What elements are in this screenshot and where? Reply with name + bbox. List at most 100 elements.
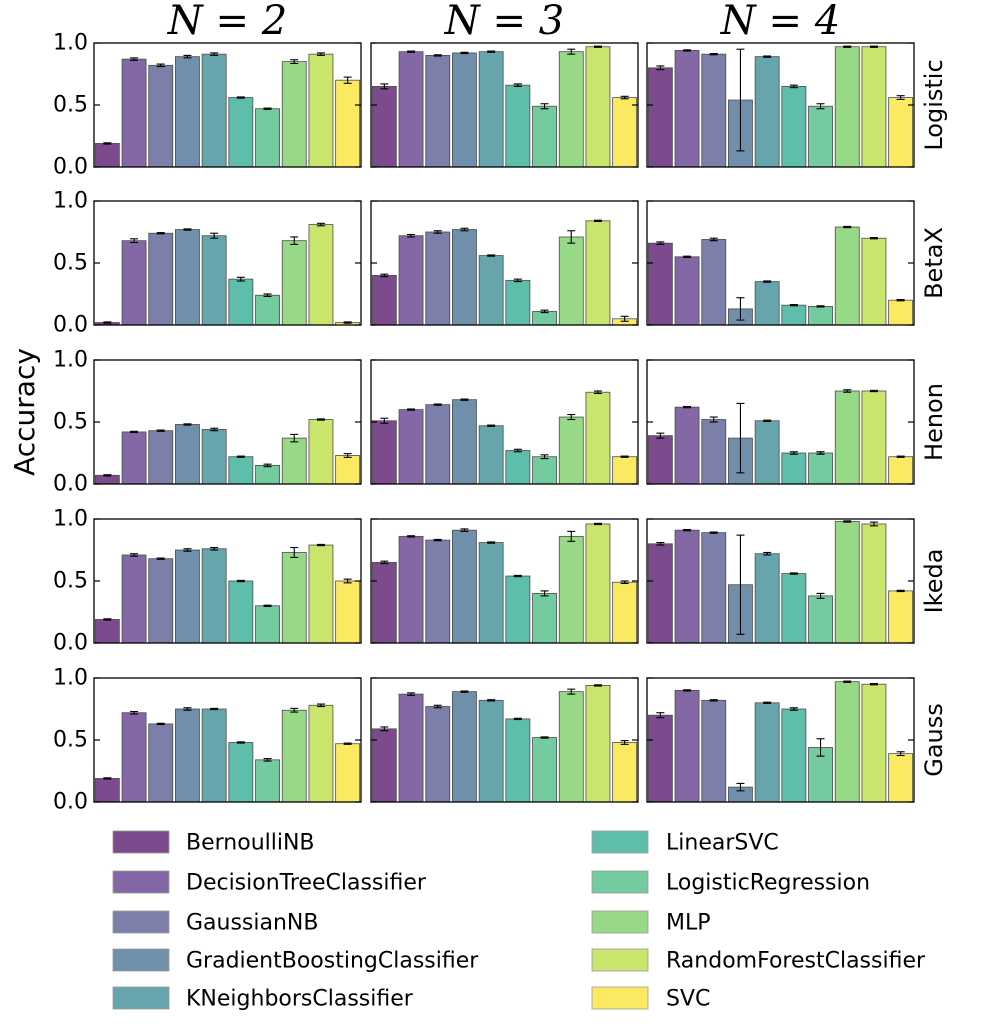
error-bar-logistic-n-3-kneighborsclassifier: [487, 50, 496, 53]
bar-ikeda-n-4-gaussiannb: [701, 532, 727, 644]
bar-ikeda-n-2-linearsvc: [228, 580, 254, 644]
bar-betax-n-4-logisticregression: [808, 305, 833, 326]
bar-ikeda-n-3-decisiontreeclassifier: [398, 535, 424, 644]
bar-logistic-n-3-linearsvc: [505, 84, 531, 168]
bar-betax-n-2-gaussiannb: [148, 232, 174, 326]
error-bar-logistic-n-3-randomforestclassifier: [593, 45, 602, 48]
bar-ikeda-n-4-decisiontreeclassifier: [674, 529, 700, 644]
error-bar-ikeda-n-2-logisticregression: [263, 604, 272, 607]
error-bar-betax-n-3-decisiontreeclassifier: [407, 233, 416, 238]
bar-gauss-n-4-linearsvc: [781, 708, 807, 803]
bar-henon-n-4-randomforestclassifier: [861, 390, 887, 485]
error-bar-betax-n-3-gradientboostingclassifier: [460, 227, 469, 232]
error-bar-ikeda-n-4-linearsvc: [789, 572, 798, 575]
bar-henon-n-3-logisticregression: [532, 456, 557, 485]
bar-logistic-n-2-gradientboostingclassifier: [175, 56, 200, 168]
error-bar-henon-n-3-bernoullinb: [380, 417, 389, 424]
error-bar-gauss-n-3-decisiontreeclassifier: [407, 692, 416, 696]
error-bar-ikeda-n-2-randomforestclassifier: [316, 543, 325, 547]
bar-ikeda-n-3-linearsvc: [505, 575, 531, 644]
error-bar-ikeda-n-3-kneighborsclassifier: [487, 541, 496, 544]
bar-henon-n-2-decisiontreeclassifier: [121, 431, 147, 485]
error-bar-gauss-n-4-gradientboostingclassifier: [736, 782, 745, 792]
bar-logistic-n-2-logisticregression: [255, 108, 280, 168]
bar-gauss-n-3-gradientboostingclassifier: [452, 691, 477, 803]
y-tick-label: 0.5: [53, 569, 88, 594]
bar-ikeda-n-3-mlp: [558, 535, 584, 644]
bar-gauss-n-4-gaussiannb: [701, 699, 727, 803]
bar-gauss-n-3-kneighborsclassifier: [478, 699, 504, 803]
bar-henon-n-4-kneighborsclassifier: [754, 420, 780, 485]
error-bar-gauss-n-2-linearsvc: [236, 741, 245, 744]
error-bar-henon-n-2-gaussiannb: [156, 429, 165, 432]
row-label-gauss: Gauss: [920, 703, 948, 777]
error-bar-henon-n-2-kneighborsclassifier: [210, 427, 219, 432]
error-bar-henon-n-3-logisticregression: [540, 454, 549, 460]
bar-ikeda-n-4-linearsvc: [781, 573, 807, 644]
error-bar-ikeda-n-3-logisticregression: [540, 590, 549, 597]
y-tick-label: 0.0: [53, 155, 88, 180]
error-bar-henon-n-2-linearsvc: [236, 455, 245, 458]
error-bar-ikeda-n-4-bernoullinb: [656, 542, 665, 546]
bar-logistic-n-3-gradientboostingclassifier: [452, 52, 477, 168]
error-bar-logistic-n-4-gradientboostingclassifier: [736, 48, 745, 152]
error-bar-ikeda-n-3-mlp: [567, 530, 576, 542]
y-tick-label: 1.0: [53, 507, 88, 532]
bar-betax-n-3-bernoullinb: [371, 274, 397, 326]
bar-ikeda-n-2-decisiontreeclassifier: [121, 554, 147, 644]
error-bar-logistic-n-2-gradientboostingclassifier: [183, 54, 192, 59]
bar-henon-n-2-svc: [335, 455, 361, 485]
bar-henon-n-3-mlp: [558, 416, 584, 485]
bar-logistic-n-2-linearsvc: [228, 97, 254, 168]
y-tick-label: 1.0: [53, 666, 88, 691]
error-bar-gauss-n-4-logisticregression: [816, 738, 825, 757]
bar-logistic-n-2-kneighborsclassifier: [201, 53, 227, 168]
bar-gauss-n-4-kneighborsclassifier: [754, 702, 780, 803]
error-bar-betax-n-2-gradientboostingclassifier: [183, 228, 192, 231]
bar-logistic-n-4-randomforestclassifier: [861, 46, 887, 168]
error-bar-gauss-n-3-kneighborsclassifier: [487, 699, 496, 702]
bar-ikeda-n-2-mlp: [281, 552, 307, 644]
bar-betax-n-3-gradientboostingclassifier: [452, 229, 477, 326]
error-bar-logistic-n-4-svc: [896, 95, 905, 100]
bar-gauss-n-2-mlp: [281, 709, 307, 803]
error-bar-ikeda-n-2-gaussiannb: [156, 557, 165, 560]
error-bar-logistic-n-2-randomforestclassifier: [316, 52, 325, 56]
bar-gauss-n-2-logisticregression: [255, 759, 280, 803]
error-bar-betax-n-3-linearsvc: [513, 278, 522, 283]
error-bar-betax-n-2-linearsvc: [236, 276, 245, 282]
bar-henon-n-4-bernoullinb: [647, 435, 673, 485]
error-bar-betax-n-3-svc: [620, 315, 629, 322]
error-bar-henon-n-2-bernoullinb: [103, 474, 112, 477]
bar-betax-n-3-mlp: [558, 236, 584, 326]
bar-gauss-n-3-mlp: [558, 691, 584, 803]
legend-swatch-logisticregression: [591, 870, 649, 894]
bar-ikeda-n-2-gaussiannb: [148, 558, 174, 644]
legend-label-gradientboostingclassifier: GradientBoostingClassifier: [186, 949, 479, 974]
error-bar-logistic-n-3-linearsvc: [513, 83, 522, 87]
bar-logistic-n-3-svc: [612, 97, 638, 168]
error-bar-henon-n-2-randomforestclassifier: [316, 418, 325, 421]
bar-betax-n-3-linearsvc: [505, 279, 531, 326]
error-bar-henon-n-4-bernoullinb: [656, 432, 665, 439]
bar-betax-n-3-randomforestclassifier: [585, 220, 611, 326]
error-bar-logistic-n-3-gradientboostingclassifier: [460, 51, 469, 55]
bar-logistic-n-3-decisiontreeclassifier: [398, 51, 424, 168]
bar-ikeda-n-4-bernoullinb: [647, 543, 673, 644]
bar-logistic-n-4-logisticregression: [808, 105, 833, 168]
bar-henon-n-4-linearsvc: [781, 452, 807, 485]
bar-gauss-n-2-linearsvc: [228, 742, 254, 803]
legend-label-bernoullinb: BernoulliNB: [186, 831, 315, 856]
error-bar-gauss-n-3-mlp: [567, 688, 576, 695]
bar-henon-n-2-gaussiannb: [148, 430, 174, 485]
error-bar-gauss-n-2-gradientboostingclassifier: [183, 707, 192, 711]
y-tick-label: 1.0: [53, 31, 88, 56]
bar-betax-n-3-kneighborsclassifier: [478, 255, 504, 326]
legend-swatch-bernoullinb: [112, 830, 170, 854]
legend-swatch-mlp: [591, 910, 649, 934]
bar-logistic-n-4-gaussiannb: [701, 53, 727, 168]
bar-gauss-n-3-logisticregression: [532, 737, 557, 803]
row-label-henon: Henon: [920, 383, 948, 461]
error-bar-logistic-n-3-logisticregression: [540, 103, 549, 110]
